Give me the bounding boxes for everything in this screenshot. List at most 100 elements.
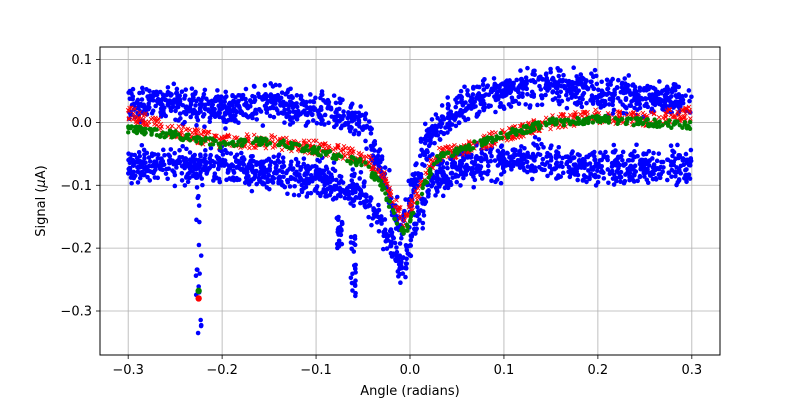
- blue-data-point: [318, 193, 323, 199]
- blue-data-point: [152, 159, 157, 164]
- blue-data-point: [570, 149, 575, 154]
- green-data-point: [482, 141, 488, 147]
- blue-outlier-point: [349, 246, 354, 252]
- blue-data-point: [545, 173, 550, 179]
- blue-data-point: [444, 161, 450, 166]
- red-data-point: [295, 146, 301, 152]
- blue-data-point: [311, 99, 317, 105]
- green-data-point: [229, 140, 235, 145]
- blue-data-point: [187, 150, 193, 155]
- red-data-point: [593, 107, 598, 113]
- blue-data-point: [493, 109, 498, 115]
- x-tick-label: 0.0: [400, 363, 421, 378]
- blue-data-point: [331, 160, 337, 165]
- blue-data-point: [328, 172, 334, 177]
- blue-data-point: [463, 166, 468, 171]
- green-data-point: [605, 115, 611, 121]
- blue-data-point: [521, 152, 526, 158]
- red-data-point: [446, 154, 451, 160]
- blue-data-point: [172, 172, 178, 178]
- blue-data-point: [388, 227, 394, 232]
- blue-data-point: [412, 186, 418, 191]
- blue-data-point: [139, 142, 145, 148]
- blue-data-point: [349, 111, 355, 117]
- blue-outlier-point: [198, 323, 204, 329]
- blue-data-point: [608, 170, 613, 175]
- blue-data-point: [666, 170, 671, 175]
- green-data-point: [562, 119, 567, 125]
- blue-data-point: [686, 161, 692, 167]
- red-data-point: [409, 202, 415, 208]
- green-data-point: [218, 145, 223, 150]
- blue-data-point: [580, 96, 585, 102]
- blue-data-point: [376, 202, 381, 208]
- blue-data-point: [554, 90, 560, 96]
- blue-data-point: [397, 241, 403, 246]
- red-data-point: [560, 113, 566, 119]
- red-data-point: [346, 145, 352, 151]
- blue-data-point: [669, 89, 675, 95]
- blue-data-point: [296, 192, 302, 198]
- blue-data-point: [217, 179, 223, 185]
- blue-data-point: [217, 97, 223, 103]
- green-data-point: [345, 158, 350, 164]
- blue-data-point: [193, 103, 198, 108]
- blue-data-point: [548, 158, 554, 163]
- blue-data-point: [174, 90, 180, 95]
- blue-data-point: [448, 171, 454, 176]
- blue-outlier-point: [196, 242, 202, 248]
- green-data-point: [582, 118, 587, 123]
- blue-data-point: [253, 110, 259, 116]
- green-data-point: [358, 156, 363, 162]
- green-data-point: [536, 123, 541, 129]
- red-data-point: [132, 114, 138, 120]
- blue-data-point: [651, 150, 656, 156]
- blue-data-point: [179, 170, 185, 176]
- blue-data-point: [222, 99, 227, 105]
- blue-data-point: [177, 154, 182, 160]
- blue-data-point: [588, 171, 594, 177]
- blue-data-point: [609, 164, 615, 169]
- blue-data-point: [299, 189, 305, 195]
- red-data-point: [387, 191, 392, 197]
- blue-data-point: [253, 168, 258, 174]
- blue-data-point: [147, 178, 153, 183]
- blue-data-point: [294, 101, 299, 106]
- blue-data-point: [234, 103, 240, 108]
- green-data-point: [409, 211, 414, 216]
- red-data-point: [560, 111, 566, 117]
- blue-data-point: [298, 165, 304, 171]
- blue-outlier-point: [198, 317, 203, 323]
- blue-data-point: [650, 92, 655, 97]
- blue-data-point: [247, 98, 253, 103]
- blue-data-point: [637, 96, 642, 102]
- blue-data-point: [425, 149, 430, 155]
- blue-data-point: [340, 116, 345, 122]
- blue-data-point: [362, 201, 367, 207]
- blue-data-point: [278, 102, 283, 108]
- blue-data-point: [671, 162, 676, 168]
- blue-data-point: [678, 163, 684, 169]
- blue-data-point: [583, 80, 588, 85]
- blue-data-point: [291, 109, 296, 115]
- blue-data-point: [513, 98, 518, 104]
- red-data-point: [378, 172, 384, 177]
- blue-data-point: [566, 155, 572, 161]
- blue-data-point: [326, 120, 331, 126]
- blue-data-point: [140, 85, 145, 91]
- blue-data-point: [600, 92, 606, 98]
- blue-data-point: [150, 108, 156, 114]
- red-data-point: [150, 115, 156, 121]
- blue-data-point: [223, 126, 228, 131]
- green-data-point: [213, 138, 218, 144]
- blue-data-point: [277, 159, 282, 165]
- blue-outlier-point: [352, 282, 358, 287]
- blue-data-point: [590, 101, 596, 106]
- y-axis-label-suffix: A): [34, 165, 49, 179]
- blue-data-point: [171, 161, 176, 167]
- blue-data-point: [430, 152, 435, 157]
- blue-data-point: [252, 174, 258, 180]
- blue-data-point: [287, 117, 293, 123]
- highlight-point: [195, 287, 202, 295]
- green-data-point: [569, 119, 575, 125]
